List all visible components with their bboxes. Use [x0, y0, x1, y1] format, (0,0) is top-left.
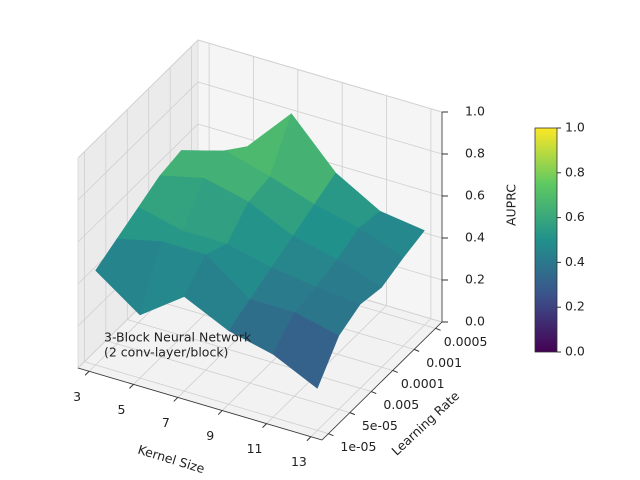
colorbar-tick-label: 0.6	[565, 209, 585, 224]
x-tick-label: 11	[247, 441, 263, 456]
x-tick-label: 5	[117, 402, 125, 417]
y-tick-label: 0.0005	[444, 334, 488, 349]
y-tick	[413, 348, 420, 352]
x-tick-label: 9	[206, 428, 214, 443]
y-tick-label: 1e-05	[340, 439, 376, 454]
grid-line	[84, 361, 329, 435]
z-tick-label: 0.4	[465, 230, 485, 245]
grid-line	[197, 81, 443, 155]
x-axis	[77, 367, 323, 441]
y-axis	[321, 321, 443, 441]
colorbar-tick-label: 0.2	[565, 299, 585, 314]
x-tick-label: 3	[73, 389, 81, 404]
z-tick-label: 0.0	[465, 314, 485, 329]
y-tick	[435, 327, 441, 331]
y-tick	[392, 370, 398, 373]
grid-line	[77, 123, 199, 243]
y-tick-label: 0.005	[383, 397, 419, 412]
x-tick	[306, 436, 312, 442]
grid-line	[77, 81, 199, 201]
x-axis-label: Kernel Size	[136, 442, 207, 477]
y-tick	[371, 391, 377, 394]
grid-line	[105, 340, 350, 413]
colorbar-tick-label: 0.8	[565, 164, 585, 179]
y-tick-label: 0.001	[426, 355, 462, 370]
x-tick	[129, 384, 134, 389]
x-tick	[262, 423, 267, 428]
grid-line	[310, 318, 432, 438]
z-tick-label: 0.2	[465, 272, 485, 287]
colorbar-tick-label: 0.4	[565, 254, 585, 269]
y-tick-label: 0.0001	[401, 376, 445, 391]
z-tick-label: 0.6	[465, 188, 485, 203]
z-tick-label: 0.8	[465, 146, 485, 161]
x-tick-label: 13	[291, 454, 307, 469]
grid-line	[77, 39, 199, 159]
x-tick	[217, 410, 223, 415]
colorbar-tick-label: 1.0	[565, 120, 585, 135]
colorbar-tick-label: 0.0	[565, 344, 585, 359]
y-tick-label: 5e-05	[362, 418, 398, 433]
grid-line	[127, 319, 372, 392]
y-tick	[349, 412, 356, 416]
y-tick	[328, 433, 334, 437]
annotation: 3-Block Neural Network	[104, 330, 252, 345]
x-tick-label: 7	[162, 415, 170, 430]
grid-line	[197, 39, 443, 113]
z-axis-label: AUPRC	[504, 184, 519, 226]
z-tick-label: 1.0	[465, 104, 485, 119]
x-tick	[173, 397, 179, 402]
annotation: (2 conv-layer/block)	[104, 345, 228, 360]
surface-face	[272, 311, 340, 389]
colorbar	[534, 127, 558, 353]
x-tick	[84, 370, 90, 376]
